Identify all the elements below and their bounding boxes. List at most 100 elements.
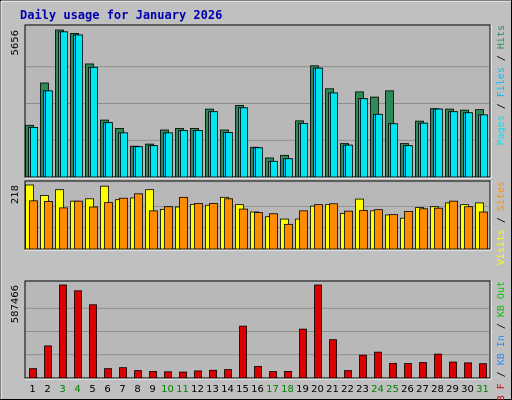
pages-bar [405,145,413,178]
pages-bar [165,132,173,178]
legend-separator: / [496,97,507,115]
chart-title: Daily usage for January 2026 [20,8,222,22]
x-tick-label: 15 [236,384,249,395]
sites-bar [194,203,203,250]
panel-background [24,280,491,379]
pages-bar [240,107,248,178]
pages-bar [375,113,383,178]
kbf-bar [389,362,397,379]
bars-middle [25,184,488,250]
legend-separator: / [496,49,507,67]
ymax-label-bottom: 587466 [10,285,21,323]
legend-middle: Visits / Sites [496,181,507,265]
pages-bar [135,146,143,178]
sites-bar [179,196,188,250]
sites-bar [89,206,98,250]
pages-bar [330,92,338,178]
pages-bar [270,160,278,178]
sites-bar [119,197,128,250]
x-tick-label: 18 [281,384,294,395]
sites-bar [389,214,398,250]
pages-bar [285,158,293,178]
legend-top: Pages / Files / Hits [496,25,507,145]
panel-middle [24,180,492,251]
kbf-bar [134,370,142,379]
pages-bar [315,67,323,178]
sites-bar [239,208,248,250]
x-tick-label: 8 [134,384,140,395]
x-tick-label: 21 [326,384,339,395]
legend-item: Visits [496,229,507,265]
panel-top [24,24,492,179]
kbf-bar [164,371,172,379]
pages-bar [345,144,353,178]
x-tick-label: 25 [386,384,399,395]
sites-bar [419,208,428,250]
kbf-bar [434,353,442,379]
x-tick-label: 16 [251,384,264,395]
pages-bar [150,145,158,178]
sites-bar [59,207,68,250]
x-tick-label: 13 [206,384,219,395]
legend-item: KB F [496,383,507,400]
sites-bar [329,203,338,250]
pages-bar [195,130,203,178]
kbf-bar [194,370,202,379]
kbf-bar [479,363,487,379]
kbf-bar [449,361,457,379]
x-tick-label: 9 [149,384,155,395]
sites-bar [284,223,293,250]
x-tick-label: 24 [371,384,384,395]
pages-bar [435,108,443,178]
sites-bar [224,198,233,250]
sites-bar [29,200,38,250]
x-tick-label: 22 [341,384,354,395]
sites-bar [359,210,368,250]
kbf-bar [209,369,217,379]
kbf-bar [314,284,322,379]
x-tick-label: 27 [416,384,429,395]
sites-bar [44,201,53,250]
sites-bar [344,210,353,250]
legend-separator: / [496,317,507,335]
kbf-bar [239,325,247,379]
sites-bar [164,206,173,250]
ymax-label-top: 5656 [10,30,21,55]
x-tick-label: 10 [161,384,174,395]
pages-bar [480,114,488,178]
x-tick-label: 17 [266,384,279,395]
x-tick-label: 11 [176,384,189,395]
legend-bottom: KB F / KB In / KB Out [496,281,507,400]
kbf-bar [464,362,472,379]
pages-bar [180,130,188,178]
bars-top [25,29,488,178]
pages-bar [465,112,473,178]
kbf-bar [59,284,67,379]
pages-bar [360,98,368,178]
sites-bar [269,213,278,250]
sites-bar [104,202,113,250]
pages-bar [90,66,98,178]
sites-bar [74,200,83,250]
kbf-bar [419,362,427,379]
kbf-bar [329,339,337,379]
legend-separator: / [496,365,507,383]
x-tick-label: 30 [461,384,474,395]
x-tick-label: 28 [431,384,444,395]
sites-bar [434,207,443,250]
x-tick-label: 6 [104,384,110,395]
x-tick-label: 19 [296,384,309,395]
pages-bar [30,126,38,178]
x-tick-label: 23 [356,384,369,395]
pages-bar [390,123,398,178]
x-tick-label: 14 [221,384,234,395]
sites-bar [314,204,323,250]
kbf-bar [179,371,187,379]
sites-bar [449,200,458,250]
legend-item: Hits [496,25,507,49]
sites-bar [209,203,218,250]
kbf-bar [89,304,97,379]
legend-separator: / [496,211,507,229]
pages-bar [225,132,233,178]
